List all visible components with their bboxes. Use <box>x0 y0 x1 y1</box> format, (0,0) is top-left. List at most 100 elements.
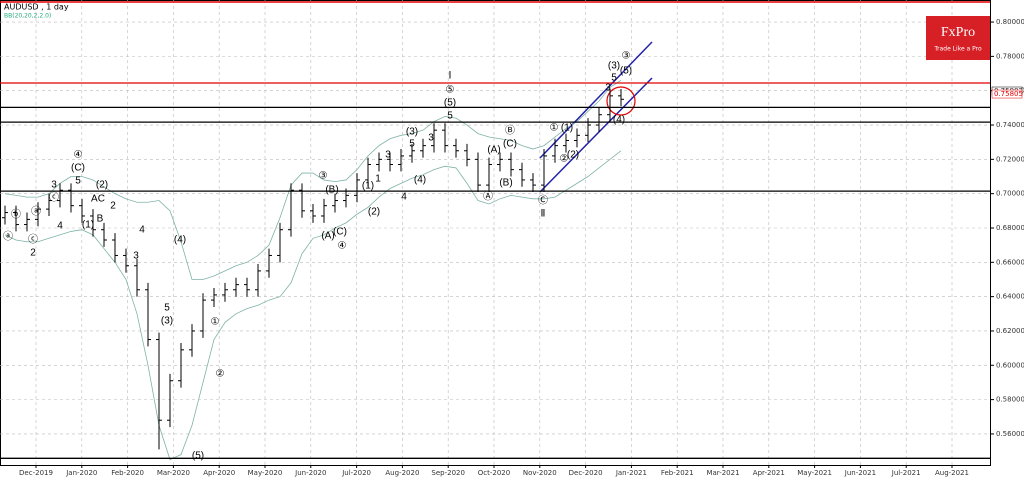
y-tick-label: 0.60000 <box>996 361 1024 369</box>
y-tick-label: 0.70000 <box>996 190 1024 198</box>
wave-label: ④ <box>74 150 83 161</box>
candle <box>563 133 569 153</box>
logo-brand: FxPro <box>941 25 975 40</box>
wave-label: 3 <box>605 83 611 94</box>
candle <box>541 149 547 192</box>
candle <box>178 342 184 388</box>
candle <box>233 277 239 297</box>
x-tick-label: May-2021 <box>797 469 832 477</box>
wave-label: Ⅱ <box>541 209 546 220</box>
wave-label: B <box>97 214 104 225</box>
candle <box>365 157 371 187</box>
candle <box>68 183 74 213</box>
y-tick-label: 0.64000 <box>996 293 1024 301</box>
x-tick-label: Jun-2020 <box>294 469 326 477</box>
wave-label: (3) <box>608 61 620 72</box>
candle <box>343 188 349 208</box>
wave-label: AC <box>91 194 105 205</box>
wave-label: ⓐ <box>31 206 41 218</box>
wave-label: ① <box>550 123 559 134</box>
wave-label: 4 <box>401 192 407 203</box>
candle <box>46 193 52 216</box>
x-tick-label: Sep-2020 <box>431 469 465 477</box>
wave-label: ② <box>216 369 225 380</box>
candle <box>442 123 448 153</box>
x-tick-label: Jul-2020 <box>341 469 371 477</box>
candle <box>255 264 261 297</box>
wave-label: (B) <box>499 178 512 189</box>
candle <box>101 222 107 247</box>
candle <box>277 222 283 263</box>
bollinger-band <box>4 80 622 280</box>
wave-label: 4 <box>57 221 63 232</box>
candle <box>134 258 140 297</box>
wave-label: 5 <box>611 73 617 84</box>
wave-label: (C) <box>333 227 347 238</box>
wave-label: (A) <box>321 231 334 242</box>
chart-title: AUDUSD , 1 day <box>4 3 69 12</box>
candle <box>79 198 85 223</box>
x-tick-label: Jul-2021 <box>891 469 921 477</box>
wave-label: (2) <box>368 207 380 218</box>
x-tick-label: Feb-2021 <box>661 469 694 477</box>
wave-label: 5 <box>447 111 453 122</box>
candle <box>145 282 151 347</box>
grid <box>0 0 990 465</box>
y-tick-label: 0.68000 <box>996 224 1024 232</box>
candle <box>486 157 492 192</box>
wave-label: 4 <box>139 225 145 236</box>
candle <box>398 149 404 172</box>
candle <box>244 277 250 297</box>
wave-label: Ⓒ <box>538 195 548 207</box>
logo-tagline: Trade Like a Pro <box>933 46 982 53</box>
candle <box>332 193 338 213</box>
wave-label: 3 <box>133 251 139 262</box>
candle <box>475 152 481 192</box>
wave-label: ③ <box>319 171 328 182</box>
candle <box>35 202 41 227</box>
candle <box>464 143 470 167</box>
wave-label: Ⓐ <box>483 191 493 203</box>
candle <box>497 152 503 172</box>
wave-label: 1 <box>375 174 381 185</box>
x-tick-label: Mar-2020 <box>157 469 190 477</box>
candle <box>552 138 558 163</box>
candle <box>453 138 459 158</box>
wave-label: Ⅰ <box>449 71 452 82</box>
wave-label: (1) <box>561 123 573 134</box>
candle <box>431 123 437 153</box>
candle <box>508 152 514 177</box>
wave-label: 5 <box>164 303 170 314</box>
wave-label: 5 <box>75 176 81 187</box>
price-label-box <box>991 89 1023 99</box>
candle <box>376 152 382 172</box>
wave-label: ⓒ <box>28 234 38 246</box>
x-tick-label: Aug-2021 <box>935 469 969 477</box>
y-tick-label: 0.74000 <box>996 121 1024 129</box>
candle <box>409 143 415 163</box>
x-tick-label: Mar-2021 <box>706 469 739 477</box>
wave-label: ⓐ <box>3 231 13 243</box>
x-tick-label: Aug-2020 <box>385 469 419 477</box>
logo-box <box>926 16 990 60</box>
candle <box>310 203 316 223</box>
wave-label: (1) <box>82 220 94 231</box>
candle <box>167 373 173 428</box>
candle <box>321 198 327 223</box>
wave-label: (4) <box>174 235 186 246</box>
x-tick-label: Oct-2020 <box>478 469 510 477</box>
candle <box>2 205 8 225</box>
y-tick-label: 0.72000 <box>996 155 1024 163</box>
wave-label: (1) <box>362 181 374 192</box>
x-tick-label: Nov-2020 <box>523 469 557 477</box>
candle <box>57 183 63 208</box>
candle <box>299 183 305 218</box>
candle <box>24 212 30 232</box>
wave-label: ⓒ <box>49 192 59 204</box>
x-tick-label: Jan-2020 <box>65 469 97 477</box>
wave-label: ⑤ <box>446 85 455 96</box>
bollinger-band <box>4 150 622 461</box>
wave-label: Ⓑ <box>505 125 515 137</box>
chart-subtitle: BB(20,20,2,2.0) <box>4 13 51 20</box>
wave-label: (B) <box>325 185 338 196</box>
